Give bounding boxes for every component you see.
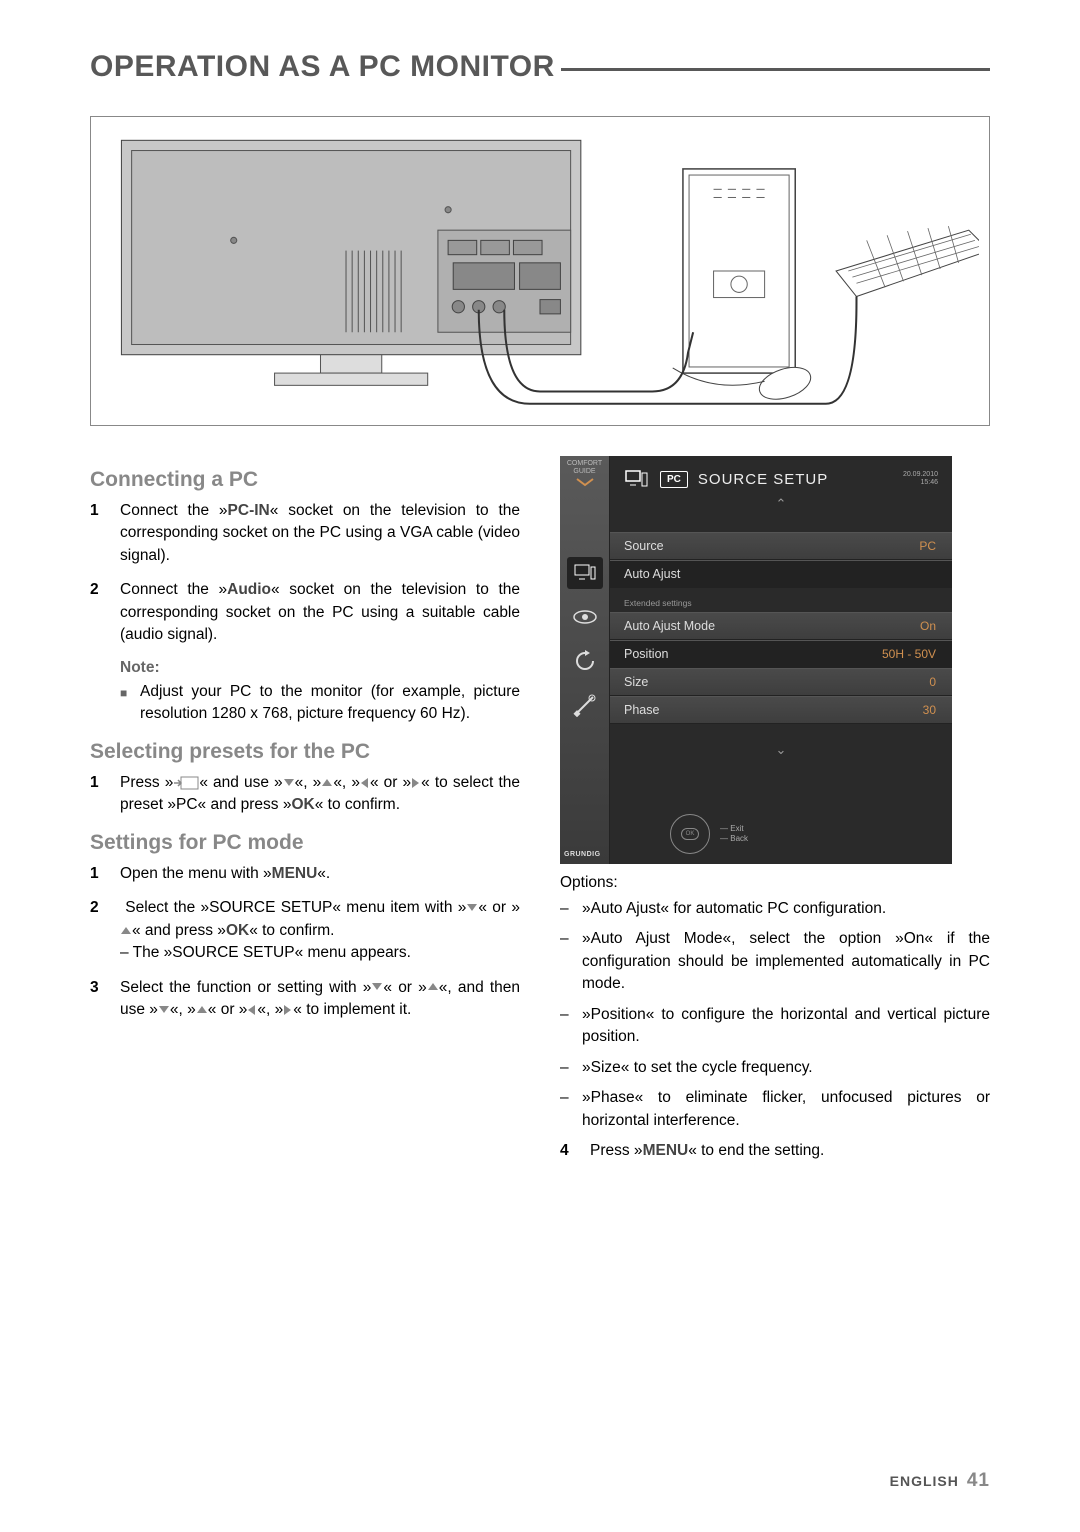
step-number: 1 [90, 772, 106, 817]
ok-ring-icon: OK [670, 814, 710, 854]
up-arrow-icon: ⌃ [610, 496, 952, 512]
step-body: Select the function or setting with »« o… [120, 977, 520, 1022]
option-text: »Phase« to eliminate flicker, unfocused … [582, 1087, 990, 1132]
brand-label: GRUNDIG [564, 851, 601, 858]
osd-row-phase[interactable]: Phase30 [610, 696, 952, 724]
step-body: Connect the »PC-IN« socket on the televi… [120, 500, 520, 567]
note-text: Adjust your PC to the monitor (for examp… [140, 681, 520, 726]
heading-presets: Selecting presets for the PC [90, 740, 520, 764]
down-icon [371, 982, 383, 992]
bullet-icon: ■ [120, 685, 130, 726]
down-arrow-icon: ⌄ [610, 742, 952, 758]
title-text: OPERATION AS A PC MONITOR [90, 50, 555, 84]
note-label: Note: [120, 659, 520, 677]
footer-lang: ENGLISH [890, 1473, 959, 1489]
step-number: 1 [90, 863, 106, 885]
osd-datetime: 20.09.201015:46 [903, 471, 938, 488]
heading-settings: Settings for PC mode [90, 831, 520, 855]
sidebar-pc-icon [567, 557, 603, 589]
left-icon [247, 1004, 257, 1016]
osd-menu: COMFORT GUIDE GRUNDIG [560, 456, 952, 864]
step-number: 3 [90, 977, 106, 1022]
page-title: OPERATION AS A PC MONITOR [90, 50, 990, 84]
substep: – The »SOURCE SETUP« menu appears. [120, 944, 411, 961]
option-text: »Position« to configure the horizontal a… [582, 1004, 990, 1049]
osd-extended-label: Extended settings [610, 588, 952, 612]
option-text: »Size« to set the cycle frequency. [582, 1057, 813, 1079]
sidebar-eye-icon [567, 601, 603, 633]
osd-row-autoajust[interactable]: Auto Ajust [610, 560, 952, 588]
pc-badge: PC [660, 471, 688, 488]
left-icon [360, 777, 370, 789]
left-column: Connecting a PC 1 Connect the »PC-IN« so… [90, 454, 520, 1175]
heading-connecting: Connecting a PC [90, 468, 520, 492]
right-icon [283, 1004, 293, 1016]
up-icon [427, 982, 439, 992]
sidebar-rotate-icon [567, 645, 603, 677]
connection-diagram [90, 116, 990, 426]
step-body: Open the menu with »MENU«. [120, 863, 520, 885]
options-heading: Options: [560, 874, 990, 892]
up-icon [120, 926, 132, 936]
step-body: Connect the »Audio« socket on the televi… [120, 579, 520, 646]
right-icon [411, 777, 421, 789]
right-column: COMFORT GUIDE GRUNDIG [560, 454, 990, 1175]
down-icon [283, 778, 295, 788]
option-text: »Auto Ajust Mode«, select the option »On… [582, 928, 990, 995]
sidebar-tools-icon [567, 689, 603, 721]
step-number: 2 [90, 579, 106, 646]
osd-row-mode[interactable]: Auto Ajust ModeOn [610, 612, 952, 640]
osd-row-size[interactable]: Size0 [610, 668, 952, 696]
page-footer: ENGLISH 41 [890, 1470, 990, 1492]
down-icon [466, 903, 478, 913]
step-body: Press »« and use »«, »«, »« or »« to sel… [120, 772, 520, 817]
step-number: 2 [90, 897, 106, 964]
source-button-icon [173, 776, 199, 790]
step-number: 1 [90, 500, 106, 567]
osd-row-position[interactable]: Position50H - 50V [610, 640, 952, 668]
chevron-down-icon [575, 477, 595, 487]
osd-sidebar: COMFORT GUIDE GRUNDIG [560, 456, 610, 864]
osd-footer: OK — Exit— Back [670, 814, 748, 854]
osd-title: SOURCE SETUP [698, 471, 828, 488]
pc-icon [624, 468, 650, 490]
step-body: Press »MENU« to end the setting. [590, 1140, 990, 1162]
osd-row-source[interactable]: SourcePC [610, 532, 952, 560]
comfort-guide-label: COMFORT GUIDE [560, 456, 609, 475]
page-number: 41 [967, 1470, 990, 1492]
step-number: 4 [560, 1140, 576, 1162]
down-icon [158, 1005, 170, 1015]
option-text: »Auto Ajust« for automatic PC configurat… [582, 898, 886, 920]
step-body: Select the »SOURCE SETUP« menu item with… [120, 897, 520, 964]
title-rule [561, 68, 990, 71]
up-icon [321, 778, 333, 788]
up-icon [196, 1005, 208, 1015]
